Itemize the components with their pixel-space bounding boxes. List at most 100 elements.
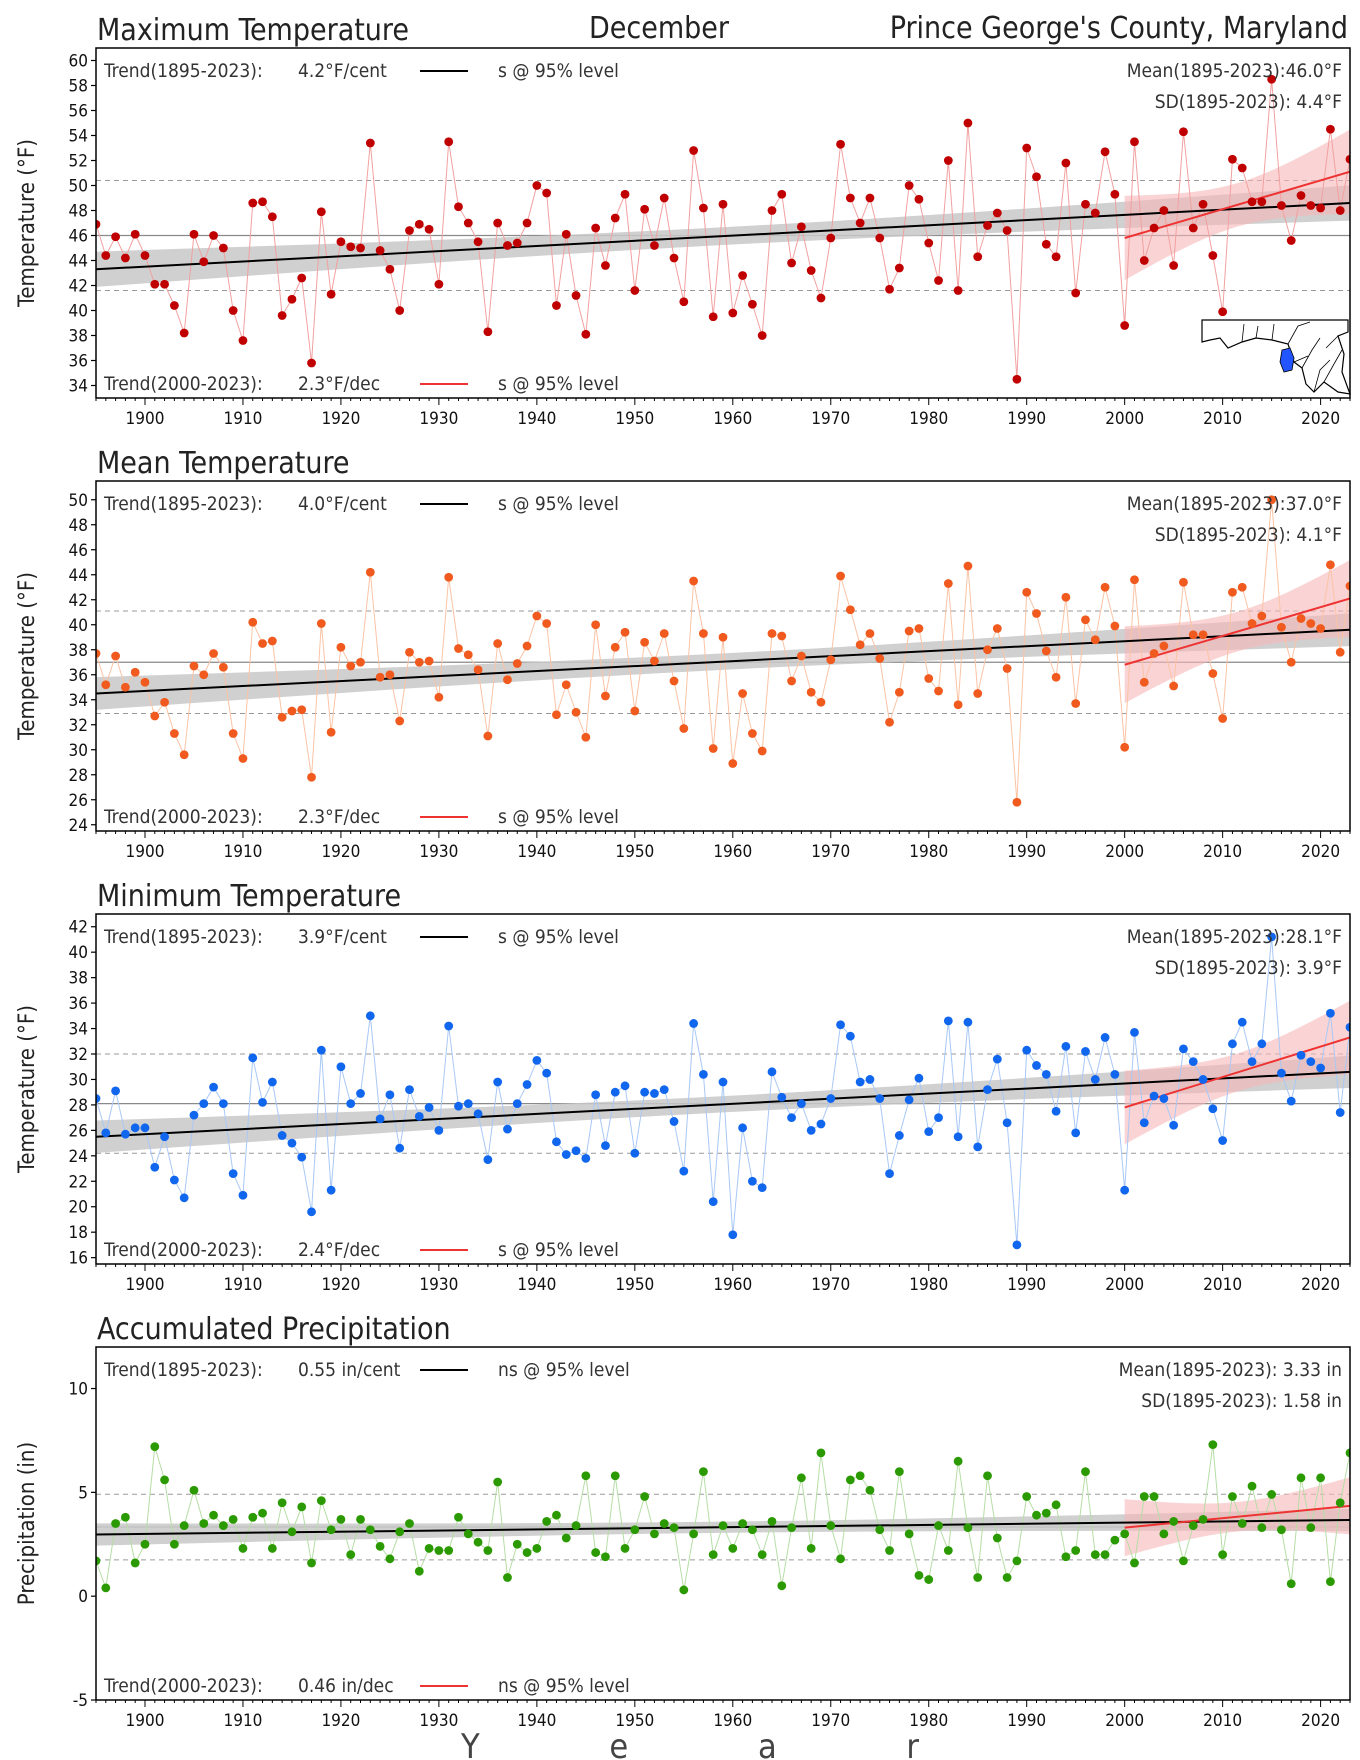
- county-boundary: [1323, 349, 1343, 383]
- y-tick-label: 48: [69, 202, 88, 222]
- data-point: [316, 1496, 326, 1506]
- data-point: [1247, 619, 1257, 628]
- y-tick-label: 56: [69, 102, 88, 122]
- data-point: [1071, 1128, 1081, 1138]
- data-point: [101, 251, 111, 260]
- data-point: [581, 329, 591, 339]
- trend-recent-label: Trend(2000-2023):: [103, 1239, 263, 1261]
- data-point: [953, 1132, 963, 1142]
- data-point: [581, 732, 591, 742]
- y-tick-label: 26: [69, 1121, 88, 1141]
- data-point: [806, 1125, 816, 1135]
- y-axis-label: Temperature (°F): [15, 572, 40, 741]
- data-point: [140, 1123, 150, 1133]
- data-point: [169, 729, 179, 738]
- data-point: [1041, 646, 1051, 656]
- x-tick-label: 1930: [419, 1711, 458, 1731]
- maryland-locator-map: [1201, 319, 1351, 395]
- data-point: [307, 358, 316, 368]
- data-point: [218, 243, 228, 253]
- data-point: [708, 1550, 718, 1560]
- data-point: [199, 257, 209, 267]
- data-point: [160, 697, 169, 707]
- data-point: [1316, 1063, 1326, 1073]
- data-point: [747, 1525, 757, 1535]
- data-point: [1071, 699, 1081, 708]
- x-tick-label: 1900: [126, 409, 165, 429]
- data-point: [679, 724, 689, 733]
- data-point: [267, 636, 277, 646]
- data-point: [983, 645, 992, 655]
- prince-georges-county-highlight: [1279, 347, 1295, 373]
- data-point: [992, 1533, 1002, 1543]
- data-point: [738, 271, 747, 280]
- data-point: [414, 1566, 424, 1576]
- data-point: [953, 286, 963, 295]
- data-point: [757, 1183, 767, 1193]
- data-point: [1012, 797, 1022, 807]
- data-point: [1326, 1008, 1335, 1018]
- data-point: [444, 1021, 454, 1031]
- data-point: [1149, 649, 1159, 658]
- data-point: [1159, 1094, 1169, 1103]
- y-tick-label: 30: [69, 1070, 88, 1090]
- data-point: [620, 1544, 630, 1553]
- data-point: [924, 238, 934, 248]
- y-tick-label: 50: [69, 177, 88, 197]
- data-point: [267, 1077, 277, 1087]
- data-point: [983, 221, 992, 230]
- data-point: [767, 206, 777, 215]
- y-axis-label: Precipitation (in): [15, 1442, 40, 1605]
- data-point: [512, 238, 522, 248]
- data-point: [601, 1141, 610, 1151]
- data-point: [561, 229, 571, 239]
- data-point: [973, 689, 983, 698]
- trend-recent-label: Trend(2000-2023):: [103, 1675, 263, 1697]
- data-point: [1159, 641, 1169, 651]
- data-point: [1061, 1041, 1071, 1051]
- data-point: [1139, 677, 1149, 687]
- chart-panel-1: 34 36 38 40 42 44 46 48 50 52 54 56 58 60 1900 1910 1920…: [15, 13, 1351, 429]
- data-point: [865, 1075, 875, 1084]
- data-point: [953, 1456, 963, 1466]
- data-point: [395, 1527, 405, 1537]
- x-tick-label: 1930: [419, 1275, 458, 1295]
- data-point: [1345, 1022, 1350, 1032]
- data-point: [218, 1521, 228, 1530]
- data-point: [1267, 932, 1277, 942]
- data-point: [169, 1539, 179, 1549]
- county-boundary: [1293, 355, 1309, 363]
- data-point: [1228, 587, 1237, 597]
- data-point: [747, 729, 757, 738]
- data-point: [346, 1099, 356, 1109]
- x-tick-label: 1980: [909, 1711, 948, 1731]
- data-point: [924, 674, 934, 683]
- trend-long-value: 4.2°F/cent: [298, 60, 387, 82]
- trend-long-significance: s @ 95% level: [498, 493, 619, 515]
- data-point: [365, 138, 375, 148]
- data-point: [346, 242, 356, 252]
- data-point: [836, 139, 845, 149]
- data-point: [1081, 199, 1090, 209]
- data-point: [1090, 208, 1100, 218]
- data-point: [365, 1011, 375, 1021]
- data-point: [1247, 1481, 1257, 1491]
- data-point: [503, 1573, 512, 1582]
- data-point: [189, 661, 199, 671]
- data-point: [914, 194, 924, 204]
- x-tick-label: 1970: [811, 1275, 850, 1295]
- data-point: [669, 253, 679, 263]
- data-point: [943, 1016, 953, 1026]
- data-point: [1286, 1579, 1296, 1589]
- data-point: [277, 1498, 287, 1508]
- x-tick-label: 1900: [126, 1275, 165, 1295]
- plot-area: [96, 74, 1350, 384]
- data-point: [845, 605, 855, 615]
- y-tick-label: 46: [69, 227, 88, 247]
- data-point: [738, 1123, 747, 1133]
- data-point: [875, 1525, 885, 1535]
- x-tick-label: 1940: [517, 409, 556, 429]
- data-point: [395, 716, 405, 726]
- data-point: [336, 642, 346, 652]
- data-point: [169, 1175, 179, 1185]
